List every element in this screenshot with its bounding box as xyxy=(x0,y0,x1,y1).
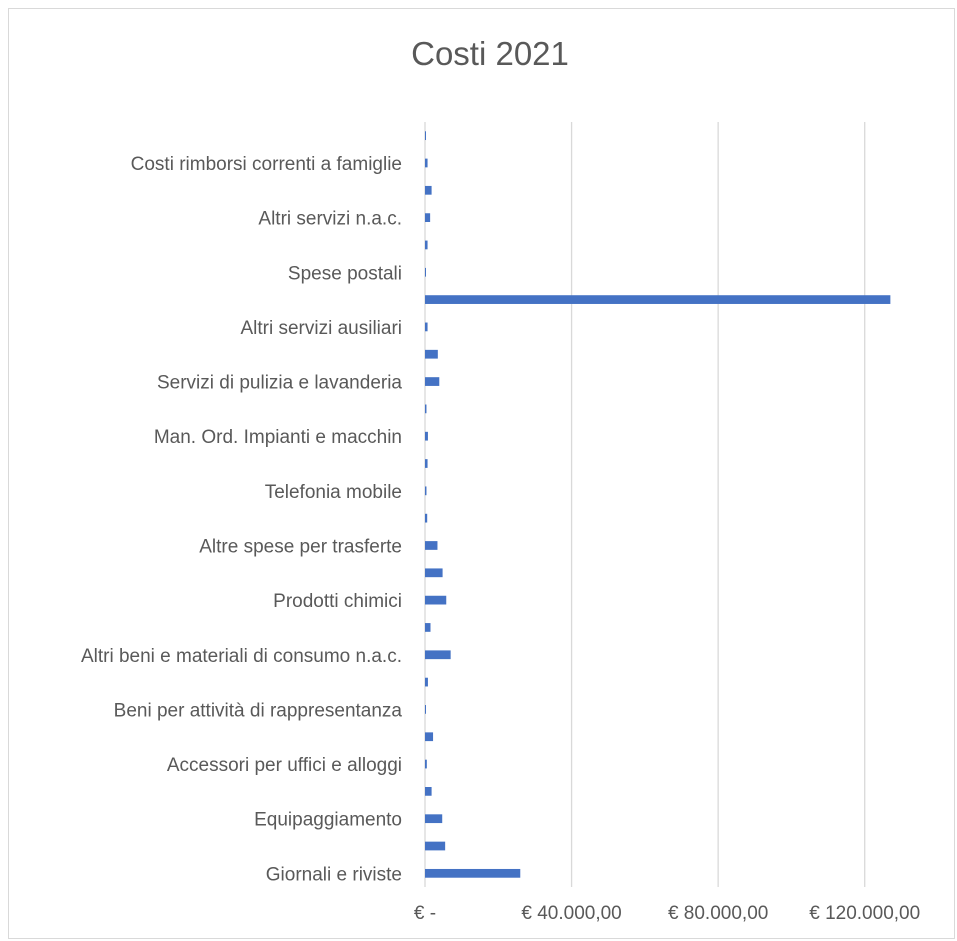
category-label: Giornali e riviste xyxy=(266,864,402,885)
bar xyxy=(425,486,427,496)
bar xyxy=(425,459,428,468)
bar xyxy=(425,322,428,332)
category-label: Equipaggiamento xyxy=(254,810,402,831)
x-tick-label: € 40.000,00 xyxy=(521,903,621,924)
category-label: Spese postali xyxy=(288,263,402,284)
category-label: Altri servizi n.a.c. xyxy=(258,209,402,230)
bar xyxy=(425,759,427,769)
bar xyxy=(425,677,428,687)
category-label: Altri beni e materiali di consumo n.a.c. xyxy=(81,646,402,667)
bar xyxy=(425,404,427,414)
bar xyxy=(425,623,431,632)
x-tick-label: € 120.000,00 xyxy=(809,903,920,924)
category-label: Altre spese per trasferte xyxy=(199,536,402,557)
bar xyxy=(425,377,440,386)
bar xyxy=(425,868,521,878)
bar xyxy=(425,131,426,141)
bar xyxy=(425,705,426,714)
bar xyxy=(425,158,428,168)
bar xyxy=(425,240,428,250)
category-label: Beni per attività di rappresentanza xyxy=(114,700,403,721)
category-label: Servizi di pulizia e lavanderia xyxy=(157,373,402,394)
bar xyxy=(425,541,438,550)
gridlines xyxy=(424,122,866,887)
category-label: Accessori per uffici e alloggi xyxy=(167,755,402,776)
category-label: Costi rimborsi correnti a famiglie xyxy=(131,154,402,175)
bar xyxy=(425,814,443,824)
bar xyxy=(425,595,447,605)
x-tick-labels: € - € 40.000,00 € 80.000,00 € 120.000,00 xyxy=(414,903,920,924)
x-tick-label: € - xyxy=(414,903,436,924)
chart-title: Costi 2021 xyxy=(411,35,569,72)
bar xyxy=(425,185,432,195)
bar xyxy=(425,568,443,578)
category-labels: Giornali e riviste Equipaggiamento Accesso… xyxy=(81,154,402,885)
category-label: Altri servizi ausiliari xyxy=(240,318,402,339)
bar xyxy=(425,213,431,222)
bars xyxy=(425,131,891,878)
bar xyxy=(425,513,428,523)
chart-frame xyxy=(8,8,955,939)
bar xyxy=(425,732,434,742)
bar xyxy=(425,295,891,304)
bar xyxy=(425,267,426,277)
x-tick-label: € 80.000,00 xyxy=(668,903,768,924)
bar xyxy=(425,650,451,660)
bar xyxy=(425,841,446,851)
category-label: Man. Ord. Impianti e macchin xyxy=(154,427,402,448)
category-label: Telefonia mobile xyxy=(265,482,402,503)
bar xyxy=(425,431,428,441)
bar xyxy=(425,349,438,359)
bar xyxy=(425,787,432,796)
category-label: Prodotti chimici xyxy=(273,591,402,612)
